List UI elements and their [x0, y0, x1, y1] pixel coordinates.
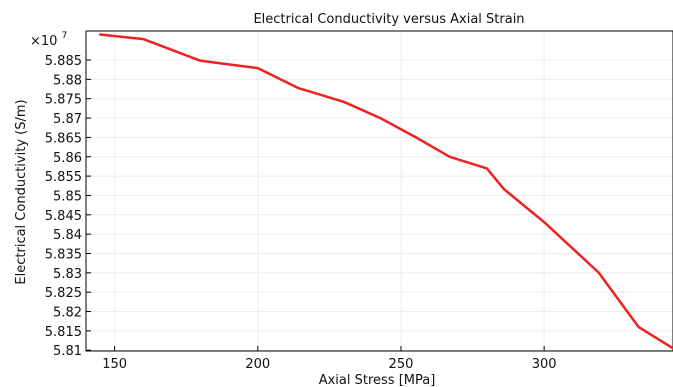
x-tick-label: 300: [532, 357, 557, 372]
y-tick-label: 5.825: [45, 286, 82, 301]
y-tick-label: 5.855: [45, 170, 82, 185]
plot-frame: [85, 30, 673, 352]
y-tick-label: 5.885: [45, 54, 82, 69]
x-tick-label: 250: [389, 357, 414, 372]
y-tick-label: 5.83: [53, 267, 82, 282]
y-multiplier-label: ×10 7: [30, 31, 67, 49]
y-tick-label: 5.81: [53, 344, 82, 359]
y-tick-label: 5.835: [45, 247, 82, 262]
x-tick-label: 200: [245, 357, 270, 372]
y-multiplier-base: ×10: [30, 34, 57, 49]
axis-layer: 150 200 250 300 5.81 5.815 5.82 5.825 5.83 5.835 5…: [45, 54, 557, 372]
x-axis-label: Axial Stress [MPa]: [319, 373, 436, 387]
y-tick-label: 5.85: [53, 189, 82, 204]
x-tick-label: 150: [102, 357, 127, 372]
y-tick-label: 5.82: [53, 306, 82, 321]
y-tick-label: 5.845: [45, 209, 82, 224]
y-tick-label: 5.87: [53, 112, 82, 127]
grid-layer: [86, 31, 673, 351]
y-tick-label: 5.86: [53, 151, 82, 166]
y-tick-label: 5.865: [45, 131, 82, 146]
series-line: [99, 33, 673, 350]
y-axis-label: Electrical Conductivity (S/m): [14, 99, 29, 284]
y-tick-label: 5.88: [53, 73, 82, 88]
series-layer: [99, 33, 673, 350]
y-multiplier-exponent: 7: [62, 31, 68, 41]
y-tick-label: 5.84: [53, 228, 82, 243]
y-tick-label: 5.815: [45, 325, 82, 340]
y-tick-label: 5.875: [45, 93, 82, 108]
chart-title: Electrical Conductivity versus Axial Str…: [253, 12, 524, 27]
